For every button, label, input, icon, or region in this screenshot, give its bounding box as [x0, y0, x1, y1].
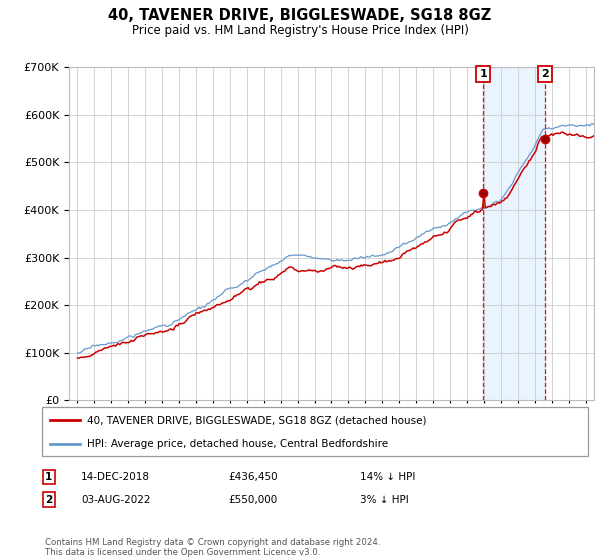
Text: 2: 2	[541, 69, 548, 79]
Bar	[483, 67, 545, 400]
Text: 03-AUG-2022: 03-AUG-2022	[81, 494, 151, 505]
Text: 40, TAVENER DRIVE, BIGGLESWADE, SG18 8GZ (detached house): 40, TAVENER DRIVE, BIGGLESWADE, SG18 8GZ…	[87, 416, 426, 426]
Text: £436,450: £436,450	[228, 472, 278, 482]
Text: HPI: Average price, detached house, Central Bedfordshire: HPI: Average price, detached house, Cent…	[87, 439, 388, 449]
Text: £550,000: £550,000	[228, 494, 277, 505]
Text: 1: 1	[479, 69, 487, 79]
Text: 14% ↓ HPI: 14% ↓ HPI	[360, 472, 415, 482]
Text: 3% ↓ HPI: 3% ↓ HPI	[360, 494, 409, 505]
Text: 14-DEC-2018: 14-DEC-2018	[81, 472, 150, 482]
FancyBboxPatch shape	[42, 407, 588, 456]
Text: Price paid vs. HM Land Registry's House Price Index (HPI): Price paid vs. HM Land Registry's House …	[131, 24, 469, 36]
Text: 2: 2	[45, 494, 52, 505]
Text: 40, TAVENER DRIVE, BIGGLESWADE, SG18 8GZ: 40, TAVENER DRIVE, BIGGLESWADE, SG18 8GZ	[109, 8, 491, 24]
Text: Contains HM Land Registry data © Crown copyright and database right 2024.
This d: Contains HM Land Registry data © Crown c…	[45, 538, 380, 557]
Text: 1: 1	[45, 472, 52, 482]
